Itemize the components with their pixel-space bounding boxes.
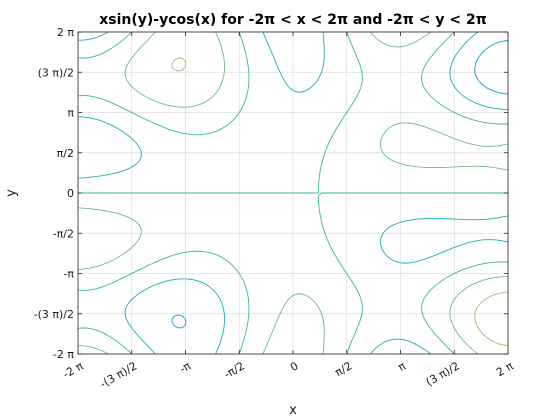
y-tick-label: -(3 π)/2 [34,308,74,321]
contour-level-line [171,40,509,329]
y-tick-labels: -2 π -(3 π)/2 -π -π/2 0 π/2 π (3 π)/2 2 π [34,26,75,361]
y-tick-label: π/2 [57,147,74,160]
y-tick-label: -π [63,268,74,281]
contour-level-line [171,57,509,346]
y-tick-label: -2 π [53,348,74,361]
contour-lines [77,31,509,355]
plot-area [77,31,509,355]
y-axis-label: y [4,189,19,197]
y-tick-label: (3 π)/2 [38,66,74,79]
y-tick-label: 2 π [57,26,74,39]
contour-level-line [77,31,509,355]
y-tick-label: 0 [67,187,74,200]
tick-marks [77,31,509,355]
contour-level-line [77,31,509,355]
y-tick-label: -π/2 [53,227,74,240]
y-tick-label: π [67,107,74,120]
x-axis-label: x [289,403,297,418]
chart-title: xsin(y)-ycos(x) for -2π < x < 2π and -2π… [99,12,487,28]
contour-level-line [77,31,509,355]
